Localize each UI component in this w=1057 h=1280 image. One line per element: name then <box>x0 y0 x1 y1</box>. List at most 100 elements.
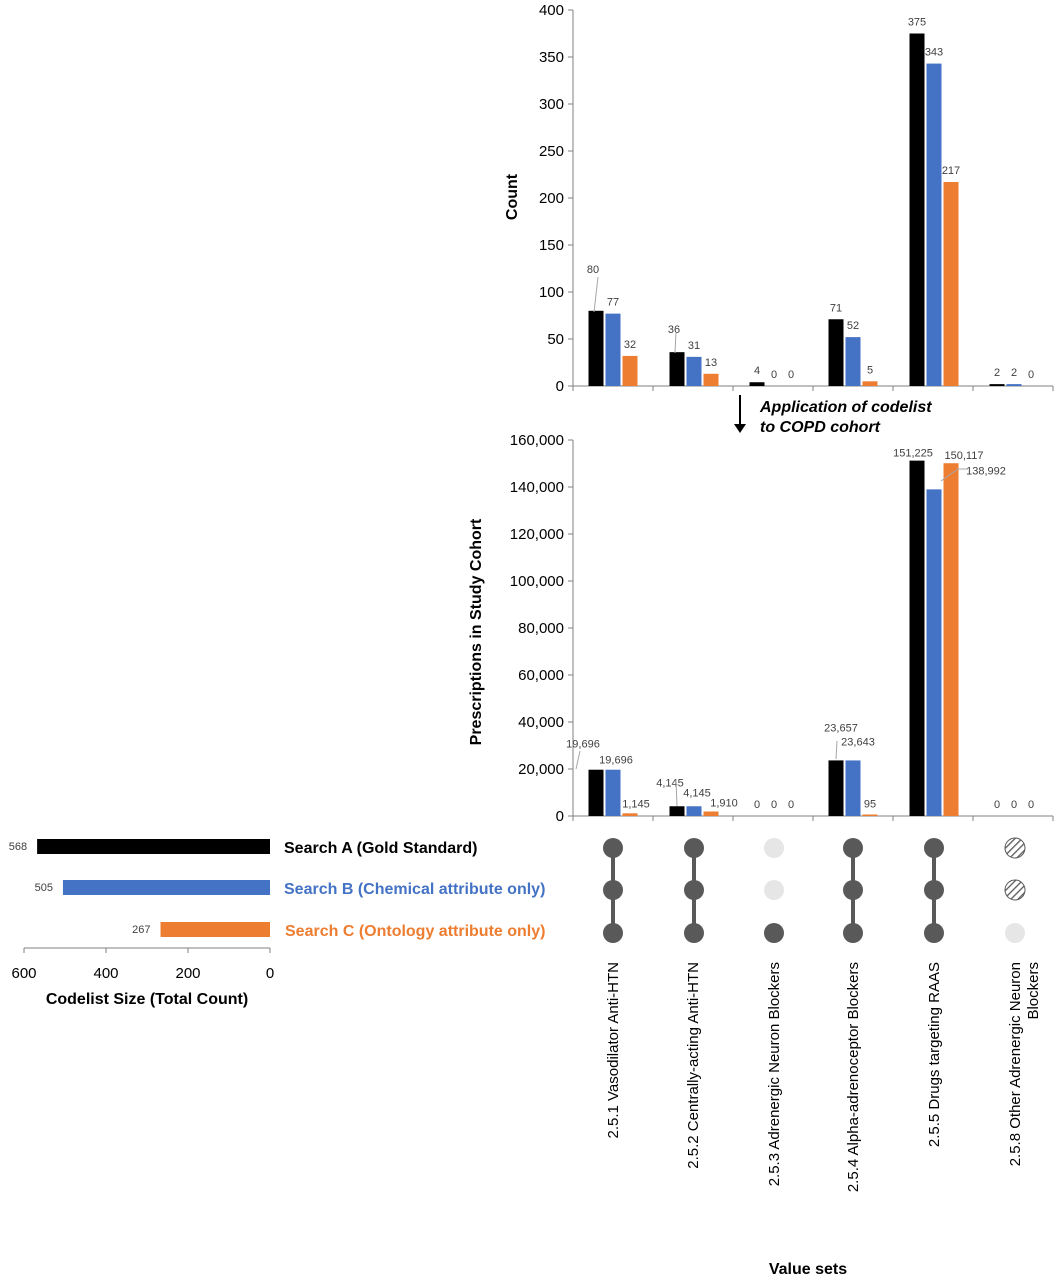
leader-line <box>675 779 678 807</box>
bar <box>669 352 685 386</box>
y-tick-label: 250 <box>539 143 564 160</box>
matrix-dot <box>603 923 623 943</box>
bar <box>943 463 959 816</box>
data-label: 19,696 <box>566 739 600 751</box>
y-tick-label: 50 <box>547 331 564 348</box>
bar <box>669 806 685 816</box>
x-tick-label: 0 <box>266 965 274 982</box>
matrix-dot <box>924 880 944 900</box>
data-label: 2 <box>994 367 1000 379</box>
y-tick-label: 140,000 <box>510 479 564 496</box>
data-label: 23,657 <box>824 722 858 734</box>
value-set-label: 2.5.2 Centrally-acting Anti-HTN <box>685 962 702 1169</box>
count-chart: Count 0501001502002503003504008036471375… <box>504 2 1054 395</box>
y-tick-label: 120,000 <box>510 526 564 543</box>
value-set-label: 2.5.4 Alpha-adrenoceptor Blockers <box>845 962 862 1192</box>
bar <box>588 769 604 816</box>
bar <box>1006 384 1022 386</box>
matrix-dot <box>684 923 704 943</box>
bar <box>943 182 959 386</box>
matrix-dot <box>843 880 863 900</box>
leader-line <box>575 750 581 770</box>
data-label: 32 <box>624 339 636 351</box>
matrix-dot <box>843 838 863 858</box>
search-b-label: Search B (Chemical attribute only) <box>284 881 545 898</box>
bar <box>749 382 765 386</box>
search-labels: Search A (Gold Standard) Search B (Chemi… <box>284 840 545 940</box>
prescriptions-chart: Prescriptions in Study Cohort 0 20,000 40,… <box>468 432 1054 825</box>
data-label: 0 <box>1028 369 1034 381</box>
down-arrow-icon <box>734 424 746 433</box>
y-tick-label: 200 <box>539 190 564 207</box>
y-tick-label: 400 <box>539 2 564 19</box>
matrix-dot <box>1004 879 1026 901</box>
data-label: 505 <box>35 882 53 894</box>
bar <box>588 310 604 386</box>
bar <box>926 63 942 387</box>
data-label: 36 <box>668 324 680 336</box>
data-label: 267 <box>132 924 150 936</box>
codelist-size-axis-title: Codelist Size (Total Count) <box>46 991 248 1008</box>
value-set-label: 2.5.5 Drugs targeting RAAS <box>926 962 943 1147</box>
y-tick-label: 150 <box>539 237 564 254</box>
data-label: 151,225 <box>893 448 933 460</box>
annotation-line-1: Application of codelist <box>759 399 932 416</box>
value-sets-axis-title: Value sets <box>769 1261 847 1278</box>
bar <box>862 814 878 816</box>
annotation-line-2: to COPD cohort <box>760 419 881 436</box>
bar <box>845 760 861 816</box>
y-tick-label: 60,000 <box>518 667 564 684</box>
y-tick-label: 0 <box>556 808 564 825</box>
data-label: 0 <box>994 799 1000 811</box>
data-label: 0 <box>771 799 777 811</box>
matrix-dot <box>1005 923 1025 943</box>
x-tick-label: 200 <box>175 965 200 982</box>
bar <box>909 33 925 386</box>
bar <box>862 381 878 386</box>
bar <box>828 760 844 816</box>
data-label: 375 <box>908 17 926 29</box>
data-label: 4,145 <box>656 777 684 789</box>
data-label: 343 <box>925 47 943 59</box>
bar <box>686 806 702 816</box>
data-label: 0 <box>1028 799 1034 811</box>
data-label: 71 <box>830 302 842 314</box>
y-tick-label: 300 <box>539 96 564 113</box>
y-tick-label: 350 <box>539 49 564 66</box>
data-label: 5 <box>867 364 873 376</box>
matrix-dot <box>924 923 944 943</box>
search-c-label: Search C (Ontology attribute only) <box>285 923 545 940</box>
leader-line <box>674 331 677 354</box>
value-set-label: 2.5.1 Vasodilator Anti-HTN <box>605 962 622 1138</box>
count-axis-title: Count <box>504 173 521 220</box>
y-tick-label: 20,000 <box>518 761 564 778</box>
matrix-dot <box>603 880 623 900</box>
leader-line <box>593 276 599 313</box>
x-tick-label: 400 <box>93 965 118 982</box>
data-label: 1,145 <box>622 798 650 810</box>
data-label: 4 <box>754 365 760 377</box>
membership-matrix <box>603 837 1026 943</box>
y-tick-label: 100,000 <box>510 573 564 590</box>
bar <box>605 313 621 386</box>
matrix-dot <box>1004 837 1026 859</box>
y-tick-label: 100 <box>539 284 564 301</box>
bar <box>622 355 638 386</box>
y-tick-label: 80,000 <box>518 620 564 637</box>
data-label: 217 <box>942 165 960 177</box>
data-label: 0 <box>754 799 760 811</box>
matrix-dot <box>843 923 863 943</box>
data-label: 4,145 <box>683 787 711 799</box>
matrix-dot <box>684 838 704 858</box>
matrix-dot <box>764 880 784 900</box>
y-tick-label: 0 <box>556 378 564 395</box>
matrix-dot <box>764 838 784 858</box>
bar <box>622 813 638 816</box>
matrix-dot <box>603 838 623 858</box>
data-label: 0 <box>771 369 777 381</box>
bar <box>686 356 702 386</box>
data-label: 138,992 <box>966 465 1006 477</box>
bar <box>703 811 719 816</box>
bar <box>160 922 270 937</box>
